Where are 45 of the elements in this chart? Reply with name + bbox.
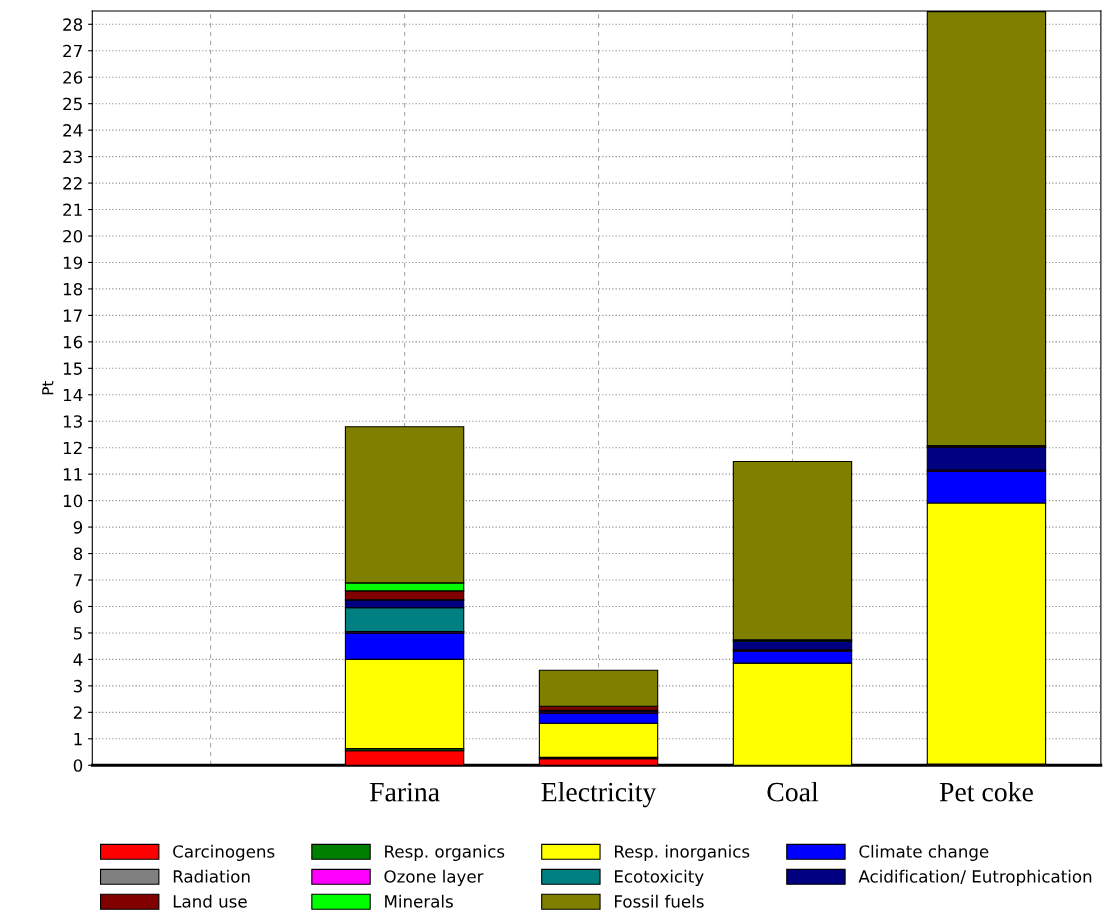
y-axis-title: Pt	[42, 380, 54, 395]
y-tick-label: 18	[63, 282, 83, 296]
y-tick-label: 22	[63, 177, 82, 190]
x-tick-label: Electricity	[541, 781, 657, 808]
legend-label: Climate change	[859, 844, 989, 861]
y-tick-label: 9	[73, 521, 83, 534]
legend-label: Minerals	[385, 894, 453, 908]
legend-label: Carcinogens	[173, 844, 275, 861]
legend-label: Fossil fuels	[615, 894, 704, 908]
legend-label: Radiation	[173, 869, 250, 883]
y-tick-label: 16	[63, 335, 83, 349]
y-tick-label: 11	[63, 468, 82, 481]
y-tick-label: 24	[63, 124, 83, 137]
y-tick-label: 20	[63, 229, 83, 243]
x-tick-label: Coal	[767, 781, 819, 802]
y-tick-label: 26	[63, 71, 83, 84]
y-tick-label: 21	[63, 203, 82, 216]
legend-label: Ecotoxicity	[615, 869, 704, 886]
y-tick-label: 1	[74, 732, 82, 746]
y-tick-label: 3	[73, 679, 82, 693]
x-tick-label: Farina	[369, 782, 440, 802]
y-tick-label: 15	[63, 362, 82, 375]
y-tick-label: 23	[63, 150, 82, 164]
y-tick-label: 28	[63, 18, 83, 31]
y-tick-label: 2	[73, 706, 82, 719]
y-tick-label: 27	[63, 44, 82, 58]
legend-label: Resp. organics	[385, 844, 505, 861]
y-tick-label: 19	[63, 256, 83, 270]
legend-label: Ozone layer	[384, 869, 484, 886]
legend-label: Resp. inorganics	[615, 844, 750, 861]
y-tick-label: 14	[63, 388, 83, 402]
y-tick-label: 4	[73, 653, 83, 666]
legend-label: Acidification/ Eutrophication	[858, 869, 1092, 886]
y-tick-label: 8	[73, 547, 83, 561]
y-tick-label: 5	[73, 627, 82, 640]
y-tick-label: 6	[73, 600, 83, 614]
y-tick-label: 7	[74, 574, 82, 587]
legend-label: Land use	[173, 894, 247, 908]
y-tick-label: 13	[63, 415, 82, 428]
y-tick-label: 25	[63, 97, 82, 111]
y-tick-label: 0	[73, 759, 83, 772]
y-tick-label: 17	[63, 309, 82, 322]
y-tick-label: 12	[63, 441, 82, 455]
x-tick-label: Pet coke	[939, 781, 1033, 802]
y-tick-label: 10	[63, 494, 83, 508]
